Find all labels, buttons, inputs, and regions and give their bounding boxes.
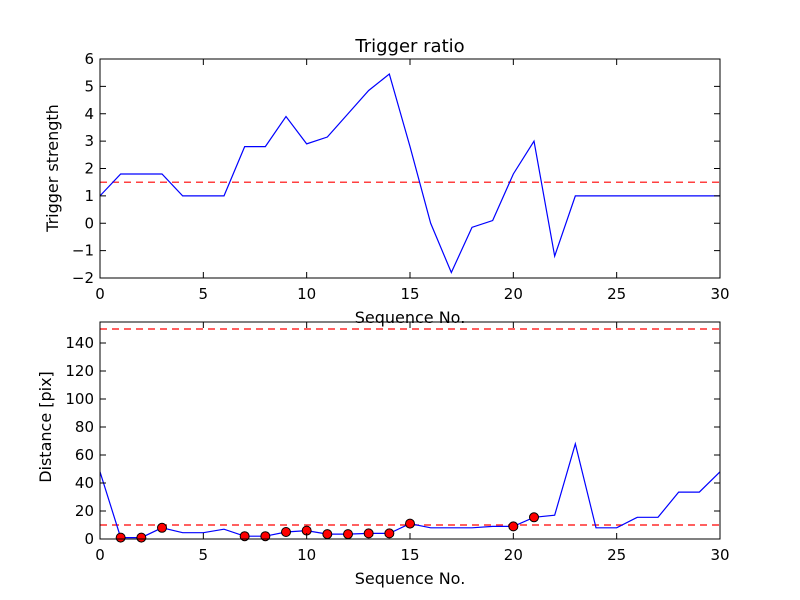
y-tick-label: 20 [75, 502, 94, 520]
y-tick-label: 2 [84, 160, 94, 178]
y-tick-label: 100 [65, 390, 94, 408]
y-tick-label: 3 [84, 132, 94, 150]
y-tick-label: −1 [72, 242, 94, 260]
y-tick-label: 0 [84, 214, 94, 232]
bottom-panel: 0 5 10 15 20 25 30 0 20 40 60 80 100 120 140 Sequence … [36, 321, 730, 588]
top-ticks: 0 5 10 15 20 25 30 −2 −1 0 1 2 3 4 5 6 [72, 50, 730, 303]
x-tick-label: 10 [297, 546, 316, 564]
x-tick-label: 10 [297, 285, 316, 303]
bottom-markers [115, 512, 539, 543]
y-tick-label: 40 [75, 474, 94, 492]
data-point-marker [260, 531, 271, 542]
y-tick-label: 1 [84, 187, 94, 205]
y-tick-label: −2 [72, 269, 94, 287]
data-point-marker [281, 527, 291, 537]
y-tick-label: 4 [84, 105, 94, 123]
data-point-marker [322, 529, 333, 540]
data-point-marker [157, 522, 167, 533]
data-point-marker [239, 531, 250, 542]
data-point-marker [363, 528, 374, 539]
series-line [99, 73, 720, 275]
x-tick-label: 20 [504, 285, 523, 303]
bottom-y-axis-label: Distance [pix] [36, 371, 55, 483]
y-tick-label: 60 [75, 446, 94, 464]
top-axes-frame [99, 58, 721, 279]
x-tick-label: 5 [199, 285, 209, 303]
x-tick-label: 25 [607, 285, 626, 303]
y-tick-label: 6 [84, 50, 94, 68]
x-tick-label: 30 [710, 285, 729, 303]
bottom-ticks: 0 5 10 15 20 25 30 0 20 40 60 80 100 120 140 [65, 322, 730, 564]
data-point-marker [343, 529, 353, 540]
x-tick-label: 25 [607, 546, 626, 564]
y-tick-label: 80 [75, 418, 94, 436]
x-tick-label: 15 [400, 546, 419, 564]
y-tick-label: 0 [84, 530, 94, 548]
top-chart-title: Trigger ratio [354, 36, 464, 57]
data-point-marker [529, 512, 539, 523]
data-point-marker [115, 532, 126, 543]
x-tick-label: 30 [710, 546, 729, 564]
data-point-marker [405, 518, 415, 529]
data-point-marker [384, 528, 395, 539]
data-point-marker [508, 521, 519, 532]
top-trigger-series [99, 73, 720, 275]
bottom-axes-frame [99, 321, 721, 540]
y-tick-label: 120 [65, 362, 94, 380]
data-point-marker [136, 532, 147, 543]
x-tick-label: 20 [504, 546, 523, 564]
y-tick-label: 5 [84, 77, 94, 95]
x-tick-label: 15 [400, 285, 419, 303]
x-tick-label: 0 [95, 285, 105, 303]
y-tick-label: 140 [65, 334, 94, 352]
x-tick-label: 5 [199, 546, 209, 564]
top-y-axis-label: Trigger strength [43, 104, 62, 233]
bottom-x-axis-label: Sequence No. [355, 569, 466, 588]
bottom-threshold-lines [100, 328, 720, 526]
x-tick-label: 0 [95, 546, 105, 564]
